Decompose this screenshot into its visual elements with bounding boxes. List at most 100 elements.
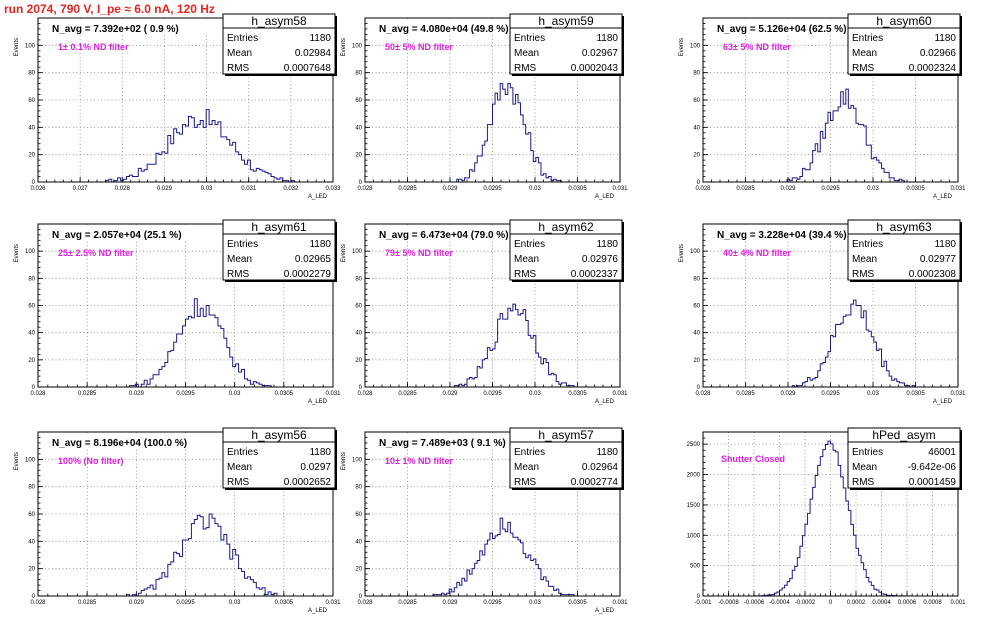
stats-box [509, 427, 623, 489]
stats-value-mean: 0.0297 [300, 462, 331, 473]
y-tick-label: 20 [693, 358, 700, 364]
stats-key-mean: Mean [852, 48, 877, 59]
x-axis-title: A_LED [308, 194, 328, 200]
y-tick-label: 0 [697, 385, 701, 391]
stats-value-mean: -9.642e-06 [908, 462, 957, 473]
histogram-line [365, 83, 620, 183]
y-tick-label: 100 [25, 249, 36, 255]
stats-box [847, 13, 961, 75]
x-tick-label: 0.0295 [483, 186, 502, 192]
stats-value-mean: 0.02967 [582, 48, 619, 59]
run-title: run 2074, 790 V, I_pe ≈ 6.0 nA, 120 Hz [4, 2, 215, 16]
navg-background [42, 227, 222, 241]
stats-title: hPed_asym [872, 428, 935, 442]
x-tick-label: 0.0305 [568, 391, 587, 397]
y-tick-label: 0 [359, 594, 363, 600]
y-tick-label: 60 [355, 512, 362, 518]
histogram-panel-h_asym63: 0.028 0.0285 0.029 0.0295 0.03 0.0305 0.031 0 20… [679, 219, 966, 405]
x-tick-label: 0.031 [950, 186, 966, 192]
filter-label: 100% (No filter) [58, 456, 124, 466]
x-tick-label: 0.0305 [275, 600, 294, 606]
y-tick-label: 40 [355, 331, 362, 337]
histogram-panel-hPed_asym: -0.001 -0.0008 -0.0006 -0.0004 -0.0002 0 0.000… [687, 427, 966, 606]
filter-label: 10± 1% ND filter [385, 456, 453, 466]
x-tick-label: 0.0004 [872, 600, 891, 606]
stats-value-entries: 1180 [934, 239, 956, 250]
stats-value-entries: 1180 [309, 447, 331, 458]
stats-key-rms: RMS [852, 63, 875, 74]
filter-label: Shutter Closed [721, 454, 785, 464]
y-tick-label: 80 [355, 276, 362, 282]
stats-value-rms: 0.0001459 [909, 477, 957, 488]
x-tick-label: 0.029 [129, 391, 145, 397]
x-tick-label: 0.0006 [898, 600, 917, 606]
x-axis-title: A_LED [595, 399, 615, 405]
y-tick-label: 40 [693, 331, 700, 337]
stats-title: h_asym56 [251, 428, 307, 442]
y-tick-label: 60 [693, 304, 700, 310]
stats-key-rms: RMS [514, 63, 537, 74]
y-tick-label: 40 [28, 331, 35, 337]
stats-key-entries: Entries [852, 447, 883, 458]
y-tick-label: 100 [25, 457, 36, 463]
x-tick-label: 0.0295 [176, 600, 195, 606]
y-tick-label: 80 [355, 71, 362, 77]
x-tick-label: 0.031 [325, 600, 341, 606]
x-tick-label: 0.028 [695, 391, 711, 397]
y-tick-label: 40 [693, 125, 700, 131]
y-tick-label: 100 [25, 43, 36, 49]
x-axis-title: A_LED [595, 194, 615, 200]
y-tick-label: 500 [690, 564, 701, 570]
x-tick-label: 0.03 [529, 186, 541, 192]
stats-key-mean: Mean [852, 254, 877, 265]
y-tick-label: 60 [28, 98, 35, 104]
x-tick-label: 0 [829, 600, 833, 606]
y-tick-label: 40 [355, 539, 362, 545]
stats-box [509, 13, 623, 75]
x-tick-label: 0.03 [867, 391, 879, 397]
x-axis-title: A_LED [595, 608, 615, 614]
x-tick-label: 0.0305 [568, 186, 587, 192]
histogram-line [703, 88, 958, 183]
y-tick-label: 100 [352, 249, 363, 255]
y-tick-label: 100 [352, 457, 363, 463]
x-tick-label: 0.029 [780, 391, 796, 397]
histogram-panel-h_asym56: 0.028 0.0285 0.029 0.0295 0.03 0.0305 0.031 0 20… [14, 427, 341, 614]
x-tick-label: 0.0295 [483, 600, 502, 606]
x-tick-label: 0.0295 [821, 391, 840, 397]
x-tick-label: 0.0285 [78, 391, 97, 397]
filter-label: 50± 5% ND filter [385, 42, 453, 52]
stats-key-mean: Mean [514, 48, 539, 59]
y-tick-label: 0 [697, 594, 701, 600]
x-tick-label: 0.0305 [906, 186, 925, 192]
x-tick-label: 0.029 [442, 391, 458, 397]
stats-key-rms: RMS [514, 269, 537, 280]
y-tick-label: 0 [32, 180, 36, 186]
stats-title: h_asym63 [876, 220, 932, 234]
y-tick-label: 20 [355, 358, 362, 364]
stats-value-mean: 0.02976 [582, 254, 619, 265]
y-tick-label: 60 [355, 304, 362, 310]
y-tick-label: 60 [355, 98, 362, 104]
filter-label: 79± 5% ND filter [385, 248, 453, 258]
y-tick-label: 2000 [687, 473, 701, 479]
y-tick-label: 20 [28, 358, 35, 364]
x-tick-label: 0.03 [229, 391, 241, 397]
x-tick-label: 0.0002 [847, 600, 866, 606]
stats-box [222, 219, 336, 281]
navg-label: N_avg = 6.473e+04 (79.0 %) [379, 230, 509, 241]
stats-value-rms: 0.0007648 [284, 63, 332, 74]
filter-label: 1± 0.1% ND filter [58, 42, 129, 52]
x-tick-label: 0.0295 [176, 391, 195, 397]
navg-background [42, 21, 222, 35]
filter-label: 63± 5% ND filter [723, 42, 791, 52]
stats-title: h_asym62 [538, 220, 594, 234]
y-tick-label: 80 [693, 276, 700, 282]
stats-key-mean: Mean [227, 462, 252, 473]
y-tick-label: 1000 [687, 533, 701, 539]
histogram-line [38, 109, 333, 183]
stats-title: h_asym61 [251, 220, 307, 234]
stats-value-rms: 0.0002308 [909, 269, 957, 280]
stats-key-mean: Mean [227, 48, 252, 59]
x-tick-label: 0.028 [30, 391, 46, 397]
